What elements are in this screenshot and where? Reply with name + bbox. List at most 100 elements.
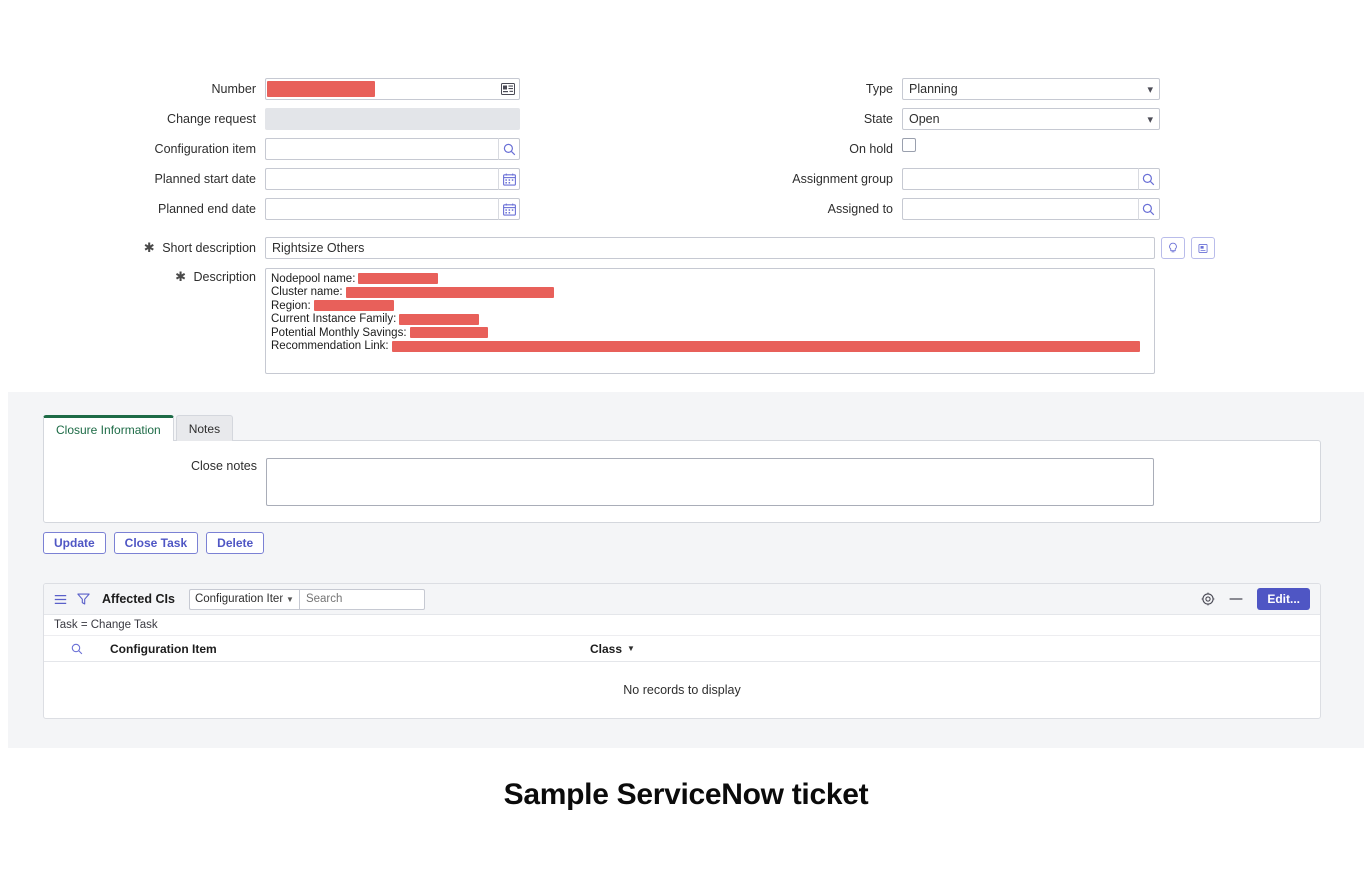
assignment-group-combo xyxy=(902,168,1160,190)
description-textarea[interactable]: Nodepool name: Cluster name: Region: Cur… xyxy=(265,268,1155,374)
assigned-to-combo xyxy=(902,198,1160,220)
planned-start-date-combo xyxy=(265,168,520,190)
planned-start-date-input[interactable] xyxy=(265,168,498,190)
form-left-column: Number xyxy=(100,78,520,228)
control-change-request xyxy=(265,108,520,130)
label-description: ✱ Description xyxy=(100,268,265,374)
description-line-label: Cluster name: xyxy=(271,286,343,299)
number-input-wrapper[interactable] xyxy=(265,78,520,100)
change-request-input xyxy=(265,108,520,130)
related-list-search-input[interactable] xyxy=(298,588,425,610)
description-line: Potential Monthly Savings: xyxy=(271,326,1149,340)
close-task-button[interactable]: Close Task xyxy=(113,532,199,554)
type-select-wrapper: ▾ xyxy=(902,78,1160,100)
description-line: Cluster name: xyxy=(271,286,1149,300)
control-planned-end-date xyxy=(265,198,520,220)
magnifier-icon[interactable] xyxy=(1137,168,1160,190)
label-change-request: Change request xyxy=(167,112,256,126)
control-planned-start-date xyxy=(265,168,520,190)
redaction-nodepool-name xyxy=(358,273,439,285)
description-line: Region: xyxy=(271,299,1149,313)
change-task-form: Number xyxy=(0,0,1372,392)
column-header-class-label: Class xyxy=(590,641,623,656)
state-select-wrapper: ▾ xyxy=(902,108,1160,130)
control-assigned-to xyxy=(902,198,1160,220)
description-line-label: Current Instance Family: xyxy=(271,313,397,326)
magnifier-icon[interactable] xyxy=(498,138,520,160)
edit-button[interactable]: Edit... xyxy=(1257,588,1310,610)
related-list-header: Affected CIs Configuration Item ( ▼ xyxy=(44,584,1320,615)
closure-information-panel: Close notes xyxy=(43,440,1321,523)
tab-closure-information[interactable]: Closure Information xyxy=(43,415,174,441)
required-asterisk-icon: ✱ xyxy=(143,240,155,255)
update-button[interactable]: Update xyxy=(43,532,106,554)
funnel-icon[interactable] xyxy=(77,593,90,605)
label-configuration-item: Configuration item xyxy=(154,142,256,156)
field-row-change-request: Change request xyxy=(100,108,520,130)
type-select[interactable] xyxy=(902,78,1160,100)
state-select[interactable] xyxy=(902,108,1160,130)
related-list-header-actions: Edit... xyxy=(1201,588,1310,610)
hamburger-icon[interactable] xyxy=(54,594,67,605)
close-notes-textarea[interactable] xyxy=(266,458,1154,506)
related-list-field-select-value: Configuration Item ( xyxy=(194,593,283,605)
required-asterisk-icon: ✱ xyxy=(175,269,186,284)
lightbulb-icon[interactable] xyxy=(1161,237,1185,259)
label-on-hold: On hold xyxy=(849,142,893,156)
redaction-recommendation-link xyxy=(391,340,1140,352)
control-on-hold xyxy=(902,138,1160,160)
field-row-type: Type ▾ xyxy=(790,78,1160,100)
description-line: Current Instance Family: xyxy=(271,313,1149,327)
control-state: ▾ xyxy=(902,108,1160,130)
minus-icon[interactable] xyxy=(1229,597,1243,601)
description-line-label: Nodepool name: xyxy=(271,272,356,285)
column-header-configuration-item[interactable]: Configuration Item xyxy=(110,641,217,656)
label-number: Number xyxy=(211,82,256,96)
description-line: Nodepool name: xyxy=(271,272,1149,286)
form-right-column: Type ▾ State ▾ On hold xyxy=(790,78,1160,228)
chevron-down-icon: ▼ xyxy=(286,594,294,604)
description-line: Recommendation Link: xyxy=(271,340,1149,354)
planned-end-date-combo xyxy=(265,198,520,220)
tab-notes[interactable]: Notes xyxy=(175,415,234,441)
control-assignment-group xyxy=(902,168,1160,190)
form-action-buttons: Update Close Task Delete xyxy=(43,532,265,554)
label-state: State xyxy=(863,112,893,126)
description-line-label: Recommendation Link: xyxy=(271,340,389,353)
field-row-configuration-item: Configuration item xyxy=(100,138,520,160)
configuration-item-input[interactable] xyxy=(265,138,498,160)
planned-end-date-input[interactable] xyxy=(265,198,498,220)
label-assigned-to: Assigned to xyxy=(827,202,893,216)
label-short-description-text: Short description xyxy=(162,241,256,255)
gear-icon[interactable] xyxy=(1201,592,1215,606)
assigned-to-input[interactable] xyxy=(902,198,1138,220)
magnifier-icon[interactable] xyxy=(1137,198,1160,220)
related-list-breadcrumb[interactable]: Task = Change Task xyxy=(44,615,1320,636)
redaction-number xyxy=(267,81,375,97)
related-list-title: Affected CIs xyxy=(102,592,175,606)
on-hold-checkbox[interactable] xyxy=(902,138,916,152)
configuration-item-combo xyxy=(265,138,520,160)
assignment-group-input[interactable] xyxy=(902,168,1138,190)
field-row-short-description: ✱ Short description xyxy=(100,237,1220,259)
sort-descending-icon: ▼ xyxy=(627,644,635,653)
description-line-label: Potential Monthly Savings: xyxy=(271,326,407,339)
control-number xyxy=(265,78,520,100)
calendar-icon[interactable] xyxy=(498,198,520,220)
field-row-state: State ▾ xyxy=(790,108,1160,130)
calendar-icon[interactable] xyxy=(498,168,520,190)
short-description-input[interactable] xyxy=(265,237,1155,259)
label-close-notes: Close notes xyxy=(190,459,257,473)
field-row-assigned-to: Assigned to xyxy=(790,198,1160,220)
label-description-text: Description xyxy=(193,270,256,284)
redaction-region xyxy=(313,300,394,312)
control-configuration-item xyxy=(265,138,520,160)
template-icon[interactable] xyxy=(1191,237,1215,259)
affected-cis-related-list: Affected CIs Configuration Item ( ▼ xyxy=(43,583,1321,719)
delete-button[interactable]: Delete xyxy=(206,532,265,554)
column-search-icon[interactable] xyxy=(44,643,110,655)
related-list-column-header: Configuration Item Class ▼ xyxy=(44,636,1320,662)
column-header-class[interactable]: Class ▼ xyxy=(590,642,635,656)
related-list-field-select[interactable]: Configuration Item ( ▼ xyxy=(188,588,299,610)
contact-card-icon[interactable] xyxy=(500,81,516,97)
